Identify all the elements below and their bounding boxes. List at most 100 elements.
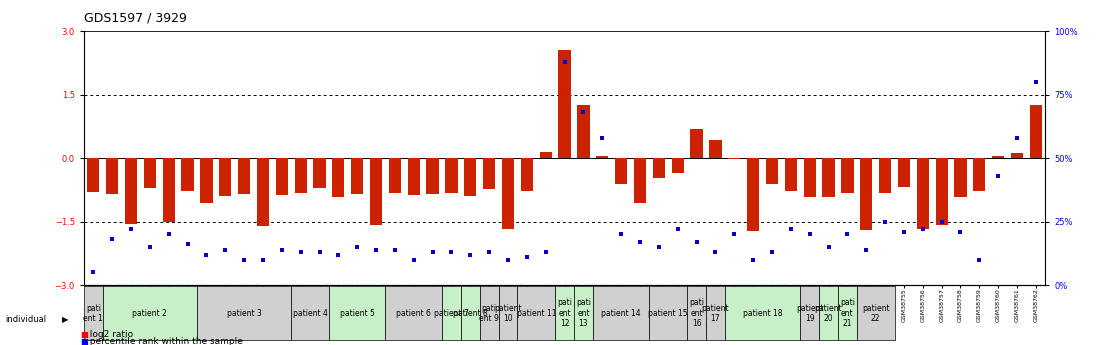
Bar [291, 286, 329, 341]
Bar [747, 158, 759, 231]
Text: log2 ratio: log2 ratio [84, 330, 133, 339]
Point [877, 219, 894, 224]
Bar [103, 286, 197, 341]
Point [858, 247, 875, 252]
Bar [559, 50, 570, 158]
Point [970, 257, 988, 263]
Bar [483, 158, 495, 189]
Point [386, 247, 404, 252]
Point [613, 231, 631, 237]
Bar [87, 158, 100, 192]
Bar [936, 158, 948, 225]
Point [292, 249, 310, 255]
Text: patient 15: patient 15 [648, 309, 688, 318]
Text: patient
17: patient 17 [702, 304, 729, 323]
Text: pati
ent 1: pati ent 1 [84, 304, 103, 323]
Point [951, 229, 969, 235]
Point [669, 226, 686, 232]
Bar [800, 286, 819, 341]
Text: patient 11: patient 11 [517, 309, 556, 318]
Text: patient 2: patient 2 [132, 309, 168, 318]
Point [235, 257, 253, 263]
Bar [197, 286, 291, 341]
Bar [442, 286, 461, 341]
Point [330, 252, 348, 257]
Point [518, 254, 536, 260]
Bar [386, 286, 442, 341]
Bar [351, 158, 363, 194]
Bar [389, 158, 401, 193]
Point [707, 249, 724, 255]
Point [1008, 135, 1026, 140]
Bar [898, 158, 910, 187]
Text: patient
20: patient 20 [815, 304, 842, 323]
Bar [276, 158, 288, 195]
Text: patient 3: patient 3 [227, 309, 262, 318]
Bar [785, 158, 797, 191]
Bar [691, 129, 703, 158]
Point [989, 173, 1007, 179]
Text: pati
ent
21: pati ent 21 [840, 298, 855, 328]
Point [462, 252, 480, 257]
Bar [556, 286, 574, 341]
Point [537, 249, 555, 255]
Bar [125, 158, 138, 224]
Point [103, 237, 121, 242]
Point [122, 226, 140, 232]
Point [819, 244, 837, 250]
Bar [1011, 153, 1023, 158]
Bar [819, 286, 838, 341]
Bar [992, 156, 1004, 158]
Point [141, 244, 159, 250]
Bar [84, 286, 103, 341]
Point [1027, 79, 1045, 85]
Point [631, 239, 648, 245]
Text: pati
ent
12: pati ent 12 [557, 298, 572, 328]
Text: patient 18: patient 18 [742, 309, 783, 318]
Point [349, 244, 367, 250]
Bar [615, 158, 627, 184]
Bar [574, 286, 593, 341]
Text: pati
ent
13: pati ent 13 [576, 298, 591, 328]
Point [273, 247, 291, 252]
Text: patient
19: patient 19 [796, 304, 824, 323]
Bar [688, 286, 705, 341]
Point [838, 231, 856, 237]
Point [254, 257, 272, 263]
Bar [856, 286, 894, 341]
Point [405, 257, 423, 263]
Point [896, 229, 913, 235]
Bar [766, 158, 778, 184]
Point [781, 226, 799, 232]
Bar [518, 286, 556, 341]
Bar [408, 158, 420, 195]
Bar [540, 152, 552, 158]
Point [800, 231, 818, 237]
Bar [838, 286, 856, 341]
Bar [593, 286, 650, 341]
Bar [106, 158, 119, 194]
Bar [650, 286, 688, 341]
Point [216, 247, 234, 252]
Text: pati
ent 9: pati ent 9 [480, 304, 499, 323]
Bar [502, 158, 514, 229]
Bar [577, 105, 589, 158]
Point [367, 247, 385, 252]
Bar [461, 286, 480, 341]
Bar [860, 158, 872, 230]
Point [745, 257, 762, 263]
Bar [219, 158, 231, 196]
Text: patient 14: patient 14 [601, 309, 641, 318]
Point [179, 242, 197, 247]
Bar [955, 158, 967, 197]
Point [913, 226, 931, 232]
Point [443, 249, 461, 255]
Bar [973, 158, 985, 191]
Text: patient 4: patient 4 [293, 309, 328, 318]
Bar [426, 158, 438, 194]
Point [650, 244, 667, 250]
Bar [332, 158, 344, 197]
Bar [499, 286, 518, 341]
Text: individual: individual [6, 315, 47, 324]
Text: percentile rank within the sample: percentile rank within the sample [84, 337, 243, 345]
